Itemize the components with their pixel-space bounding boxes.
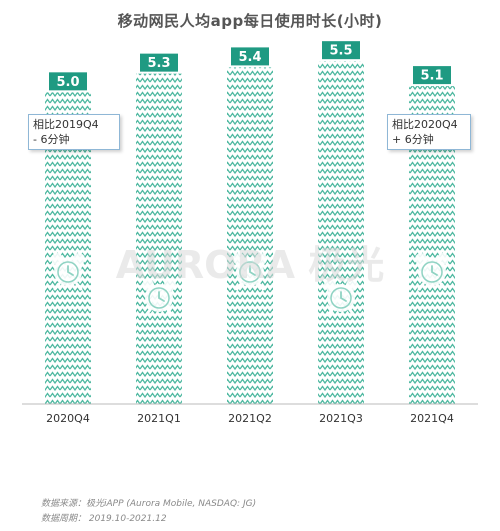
labels-layer: 5.0 5.3 5.4 5.5 5.1 bbox=[49, 41, 451, 91]
alarm-clock-icon bbox=[415, 253, 449, 291]
annotation-right-line1: 相比2020Q4 bbox=[392, 118, 458, 131]
bar-2021Q1 bbox=[136, 73, 182, 404]
value-label: 5.3 bbox=[147, 56, 170, 71]
value-label: 5.1 bbox=[420, 69, 443, 84]
alarm-clock-icon bbox=[233, 253, 267, 291]
icons-layer bbox=[51, 253, 449, 317]
annotation-right: 相比2020Q4 + 6分钟 bbox=[387, 114, 471, 150]
x-tick-label: 2021Q1 bbox=[137, 412, 181, 425]
x-tick-label: 2021Q3 bbox=[319, 412, 363, 425]
value-label-box bbox=[231, 47, 269, 66]
ticks-layer: 2020Q4 2021Q1 2021Q2 2021Q3 2021Q4 bbox=[46, 412, 454, 425]
value-label-box bbox=[413, 66, 451, 85]
annotation-left-line2: - 6分钟 bbox=[33, 133, 70, 146]
value-label: 5.5 bbox=[329, 44, 352, 59]
annotation-right-line2: + 6分钟 bbox=[392, 133, 434, 146]
svg-text:AURORA 极光: AURORA 极光 bbox=[116, 243, 385, 287]
alarm-clock-icon bbox=[51, 253, 85, 291]
bar-2021Q2 bbox=[227, 67, 273, 405]
bars-layer bbox=[45, 61, 455, 405]
annotation-left: 相比2019Q4 - 6分钟 bbox=[28, 114, 120, 150]
x-tick-label: 2020Q4 bbox=[46, 412, 90, 425]
value-label: 5.4 bbox=[238, 50, 261, 65]
data-period: 数据周期： 2019.10-2021.12 bbox=[41, 514, 167, 524]
alarm-clock-icon bbox=[142, 279, 176, 317]
data-source: 数据来源：极光iAPP (Aurora Mobile, NASDAQ: JG) bbox=[41, 499, 257, 509]
x-tick-label: 2021Q4 bbox=[410, 412, 454, 425]
bar-2021Q3 bbox=[318, 61, 364, 405]
annotation-left-line1: 相比2019Q4 bbox=[33, 118, 99, 131]
value-label: 5.0 bbox=[56, 75, 79, 90]
value-label-box bbox=[322, 41, 360, 60]
x-tick-label: 2021Q2 bbox=[228, 412, 272, 425]
watermark: AURORA 极光 bbox=[116, 243, 385, 287]
value-label-box bbox=[49, 72, 87, 91]
value-label-box bbox=[140, 53, 178, 72]
alarm-clock-icon bbox=[324, 279, 358, 317]
chart-title: 移动网民人均app每日使用时长(小时) bbox=[117, 12, 383, 30]
